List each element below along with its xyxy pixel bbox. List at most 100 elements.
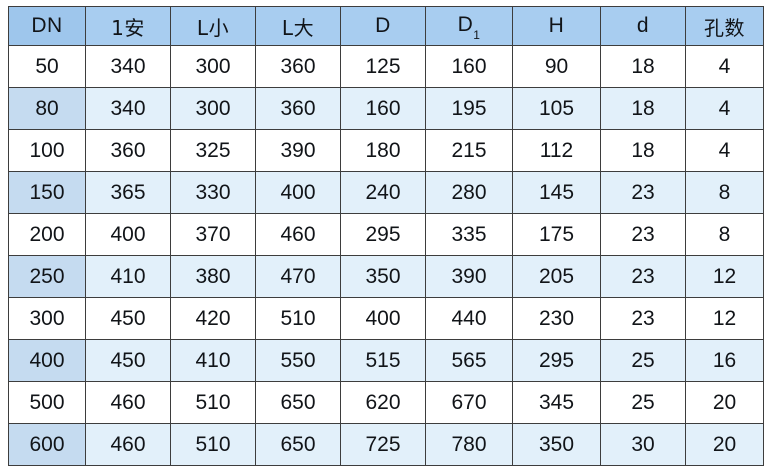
cell-holes: 4 [685, 45, 764, 88]
table-row: 100 360 325 390 180 215 112 18 4 [8, 129, 764, 172]
column-header-l_da: L大 [255, 6, 341, 46]
table-body: 50 340 300 360 125 160 90 18 4 80 340 300 360 160 195 1… [8, 45, 764, 466]
cell-d1: 160 [425, 45, 513, 88]
cell-h: 175 [512, 213, 601, 256]
cell-l_xiao: 330 [170, 171, 256, 214]
cell-l_an: 400 [85, 213, 171, 256]
cell-d1: 195 [425, 87, 513, 130]
cell-d: 125 [340, 45, 426, 88]
cell-d: 23 [600, 255, 686, 298]
cell-d: 620 [340, 381, 426, 424]
cell-holes: 8 [685, 213, 764, 256]
cell-h: 112 [512, 129, 601, 172]
cell-dn: 80 [8, 87, 86, 130]
cell-h: 205 [512, 255, 601, 298]
cell-d: 23 [600, 171, 686, 214]
cell-l_an: 365 [85, 171, 171, 214]
cell-l_an: 450 [85, 297, 171, 340]
column-header-label: D [457, 12, 474, 36]
cell-l_an: 450 [85, 339, 171, 382]
cell-d1: 440 [425, 297, 513, 340]
table-row: 50 340 300 360 125 160 90 18 4 [8, 45, 764, 88]
cell-d1: 780 [425, 423, 513, 466]
column-header-h: H [512, 6, 601, 46]
cell-d: 30 [600, 423, 686, 466]
cell-d: 160 [340, 87, 426, 130]
cell-d: 295 [340, 213, 426, 256]
cell-d: 18 [600, 129, 686, 172]
cell-l_xiao: 510 [170, 423, 256, 466]
cell-l_xiao: 300 [170, 45, 256, 88]
cell-d: 240 [340, 171, 426, 214]
cell-l_da: 650 [255, 423, 341, 466]
cell-holes: 20 [685, 423, 764, 466]
table-row: 150 365 330 400 240 280 145 23 8 [8, 171, 764, 214]
cell-l_xiao: 325 [170, 129, 256, 172]
cell-dn: 100 [8, 129, 86, 172]
table-row: 80 340 300 360 160 195 105 18 4 [8, 87, 764, 130]
cell-h: 145 [512, 171, 601, 214]
cell-d: 400 [340, 297, 426, 340]
cell-dn: 50 [8, 45, 86, 88]
cell-dn: 300 [8, 297, 86, 340]
cell-l_xiao: 370 [170, 213, 256, 256]
cell-l_da: 510 [255, 297, 341, 340]
cell-h: 295 [512, 339, 601, 382]
cell-l_an: 410 [85, 255, 171, 298]
cell-d: 25 [600, 339, 686, 382]
table-row: 300 450 420 510 400 440 230 23 12 [8, 297, 764, 340]
cell-l_da: 390 [255, 129, 341, 172]
cell-d: 515 [340, 339, 426, 382]
column-header-holes: 孔数 [685, 6, 764, 46]
cell-l_da: 650 [255, 381, 341, 424]
cell-h: 350 [512, 423, 601, 466]
table-row: 500 460 510 650 620 670 345 25 20 [8, 381, 764, 424]
cell-holes: 16 [685, 339, 764, 382]
table-row: 400 450 410 550 515 565 295 25 16 [8, 339, 764, 382]
cell-l_an: 340 [85, 87, 171, 130]
cell-dn: 200 [8, 213, 86, 256]
cell-l_xiao: 420 [170, 297, 256, 340]
cell-l_xiao: 510 [170, 381, 256, 424]
cell-d: 23 [600, 297, 686, 340]
cell-d1: 335 [425, 213, 513, 256]
column-header-d: D [340, 6, 426, 46]
cell-d: 23 [600, 213, 686, 256]
cell-d: 180 [340, 129, 426, 172]
cell-d1: 565 [425, 339, 513, 382]
column-header-dn: DN [8, 6, 86, 46]
cell-d: 25 [600, 381, 686, 424]
cell-holes: 4 [685, 87, 764, 130]
cell-l_da: 400 [255, 171, 341, 214]
cell-d1: 670 [425, 381, 513, 424]
column-header-d: d [600, 6, 686, 46]
cell-h: 345 [512, 381, 601, 424]
cell-dn: 600 [8, 423, 86, 466]
cell-l_da: 360 [255, 45, 341, 88]
cell-d: 350 [340, 255, 426, 298]
cell-dn: 400 [8, 339, 86, 382]
cell-d1: 390 [425, 255, 513, 298]
cell-d1: 280 [425, 171, 513, 214]
column-header-l_an: 1安 [85, 6, 171, 46]
cell-holes: 8 [685, 171, 764, 214]
cell-holes: 12 [685, 297, 764, 340]
cell-l_xiao: 300 [170, 87, 256, 130]
cell-holes: 4 [685, 129, 764, 172]
table-row: 600 460 510 650 725 780 350 30 20 [8, 423, 764, 466]
cell-holes: 12 [685, 255, 764, 298]
cell-holes: 20 [685, 381, 764, 424]
cell-l_an: 340 [85, 45, 171, 88]
column-header-d1: D1 [425, 6, 513, 46]
cell-l_an: 360 [85, 129, 171, 172]
cell-dn: 500 [8, 381, 86, 424]
cell-l_an: 460 [85, 381, 171, 424]
cell-l_an: 460 [85, 423, 171, 466]
cell-dn: 150 [8, 171, 86, 214]
cell-h: 105 [512, 87, 601, 130]
cell-l_xiao: 380 [170, 255, 256, 298]
cell-h: 90 [512, 45, 601, 88]
